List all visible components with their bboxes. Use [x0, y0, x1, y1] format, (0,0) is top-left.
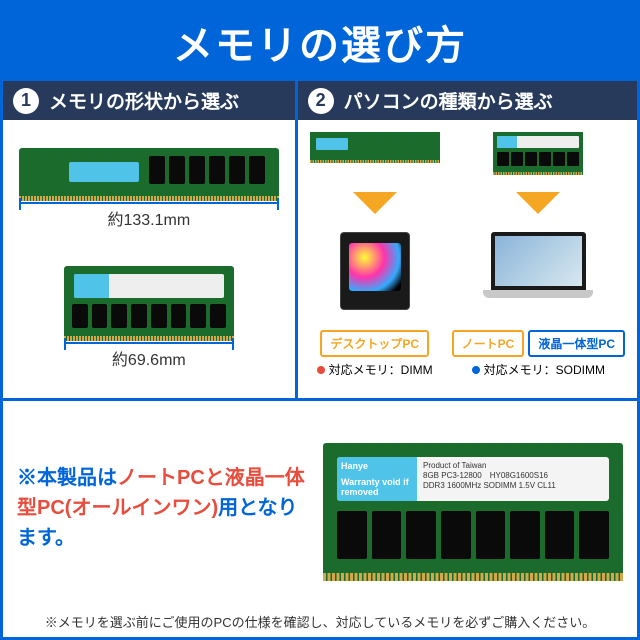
desktop-badge: デスクトップPC — [320, 330, 429, 357]
panel2-body: デスクトップPC 対応メモリ：DIMM ノートPC 液晶一体型PC 対応メモリ：… — [298, 120, 637, 398]
laptop-icon — [483, 232, 593, 298]
footer-note: ※メモリを選ぶ前にご使用のPCの仕様を確認し、対応しているメモリを必ずご購入くだ… — [17, 604, 623, 631]
sodimm-stick-illustration — [64, 266, 234, 336]
panel1-title: メモリの形状から選ぶ — [49, 87, 239, 114]
dimm-size-label: 約133.1mm — [107, 212, 190, 229]
pc-type-grid: デスクトップPC 対応メモリ：DIMM ノートPC 液晶一体型PC 対応メモリ：… — [302, 126, 633, 392]
cell-desktop-label: デスクトップPC 対応メモリ：DIMM — [310, 326, 440, 388]
cell-sodimm — [452, 130, 625, 184]
dimm-group: 約133.1mm — [13, 148, 285, 230]
desktop-pc-icon — [340, 232, 410, 310]
cell-dimm — [310, 130, 440, 184]
cell-arrow-left — [310, 190, 440, 226]
product-note: ※本製品はノートPCと液晶一体型PC(オールインワン)用となります。 — [17, 463, 309, 553]
arrow-down-icon — [353, 192, 397, 214]
panel2-title: パソコンの種類から選ぶ — [344, 87, 553, 114]
dimm-compat: 対応メモリ：DIMM — [310, 361, 440, 378]
cell-laptop-label: ノートPC 液晶一体型PC 対応メモリ：SODIMM — [452, 326, 625, 388]
cell-desktop — [310, 232, 440, 320]
sodimm-compat: 対応メモリ：SODIMM — [452, 361, 625, 378]
aio-badge: 液晶一体型PC — [528, 330, 625, 357]
infographic-frame: メモリの選び方 1 メモリの形状から選ぶ 約133.1mm — [0, 0, 640, 640]
bottom-section: ※本製品はノートPCと液晶一体型PC(オールインワン)用となります。 Hanye… — [3, 401, 637, 637]
product-sodimm-illustration: HanyeWarranty void if removed Product of… — [323, 443, 623, 573]
dimm-stick-illustration — [19, 148, 279, 196]
dimm-measure: 約133.1mm — [13, 202, 285, 230]
panel1-number: 1 — [13, 88, 39, 114]
sodimm-measure: 約69.6mm — [13, 342, 285, 370]
top-row: 1 メモリの形状から選ぶ 約133.1mm — [3, 81, 637, 401]
sodimm-size-label: 約69.6mm — [112, 352, 186, 369]
sodimm-group: 約69.6mm — [13, 266, 285, 370]
laptop-badge: ノートPC — [452, 330, 525, 357]
main-title: メモリの選び方 — [3, 3, 637, 81]
cell-laptop — [452, 232, 625, 320]
panel1-body: 約133.1mm 約69.6mm — [3, 120, 295, 398]
cell-arrow-right — [452, 190, 625, 226]
panel-pctype: 2 パソコンの種類から選ぶ デスクトップPC 対応メモリ：DIMM — [298, 81, 637, 398]
panel2-header: 2 パソコンの種類から選ぶ — [298, 81, 637, 120]
panel1-header: 1 メモリの形状から選ぶ — [3, 81, 295, 120]
arrow-down-icon — [516, 192, 560, 214]
panel2-number: 2 — [308, 88, 334, 114]
panel-shape: 1 メモリの形状から選ぶ 約133.1mm — [3, 81, 298, 398]
bottom-main: ※本製品はノートPCと液晶一体型PC(オールインワン)用となります。 Hanye… — [17, 411, 623, 604]
